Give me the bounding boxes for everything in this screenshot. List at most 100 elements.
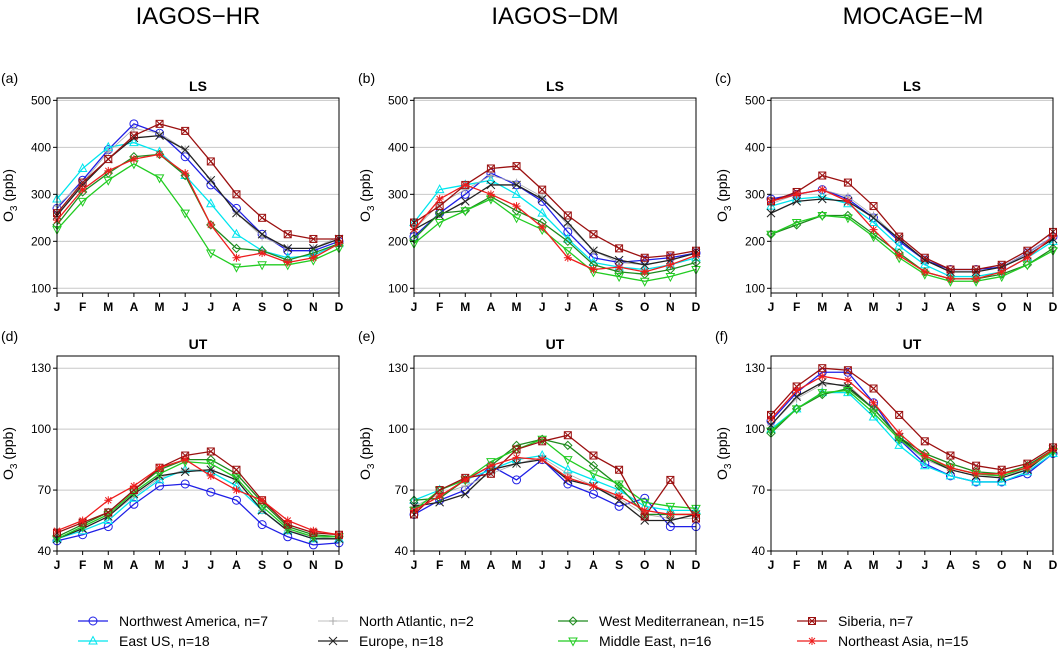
data-point-eur: [589, 246, 598, 256]
x-tick-label: M: [103, 558, 113, 572]
data-point-nea: [946, 274, 955, 283]
data-point-nat: [486, 171, 495, 180]
data-point-nea: [232, 486, 241, 495]
series-line-eus: [413, 179, 697, 271]
data-point-mde: [180, 209, 191, 219]
series-nat: [53, 465, 343, 543]
series-wmed: [409, 191, 701, 279]
x-tick-label: M: [512, 300, 522, 314]
series-line-sib: [56, 123, 339, 240]
data-point-mde: [639, 277, 650, 287]
data-point-nea: [181, 455, 190, 464]
data-point-nea: [309, 526, 318, 535]
data-point-nea: [129, 482, 138, 490]
series-wmed: [409, 434, 701, 520]
legend-label: East US, n=18: [119, 633, 210, 649]
data-point-sib: [589, 451, 598, 460]
data-point-mde: [257, 261, 267, 271]
y-axis-label-sub: 3: [9, 463, 20, 469]
data-point-nea: [155, 463, 164, 472]
y-axis-label-main: O: [0, 469, 16, 480]
series-line-mde: [56, 460, 339, 540]
data-point-sib: [512, 445, 521, 454]
data-point-nea: [895, 429, 904, 438]
data-point-sib: [283, 230, 292, 239]
x-tick-label: A: [946, 558, 955, 572]
data-point-sib: [843, 366, 852, 375]
x-tick-label: M: [460, 300, 470, 314]
legend-entry-nea: Northeast Asia, n=15: [797, 633, 969, 649]
data-point-eus: [103, 514, 114, 525]
data-point-wmed: [434, 208, 445, 218]
data-point-nea: [104, 496, 113, 505]
legend-marker-circle: [88, 616, 98, 626]
data-point-sib: [181, 126, 190, 135]
data-point-nea: [512, 453, 521, 462]
y-axis-label-rest: (ppb): [714, 427, 730, 464]
series-line-nwa: [770, 188, 1054, 271]
data-point-mde: [486, 458, 496, 468]
legend-label: Siberia, n=7: [838, 613, 913, 629]
data-point-sib: [309, 234, 318, 243]
panel-label: (e): [358, 328, 375, 344]
data-point-eur: [257, 229, 267, 239]
data-point-nea: [206, 471, 215, 480]
data-point-mde: [868, 233, 879, 243]
y-tick-label: 70: [752, 483, 766, 497]
data-point-eus: [231, 228, 242, 238]
data-point-nwa: [512, 475, 522, 485]
series-line-eus: [770, 196, 1054, 278]
data-point-eur: [283, 244, 293, 253]
legend-label: West Mediterranean, n=15: [599, 613, 764, 629]
data-point-nea: [283, 516, 292, 525]
y-axis-label-rest: (ppb): [357, 169, 373, 206]
data-point-mde: [665, 502, 676, 512]
data-point-nea: [435, 195, 444, 204]
legend-entry-eur: Europe, n=18: [318, 633, 444, 649]
legend-entry-eus: East US, n=18: [78, 633, 210, 649]
data-point-eus: [945, 470, 956, 480]
data-point-sib: [946, 265, 955, 274]
data-point-mde: [843, 387, 853, 397]
legend-marker-diamond: [568, 616, 578, 626]
x-tick-label: O: [997, 300, 1006, 314]
y-tick-label: 70: [395, 483, 409, 497]
data-point-eur: [180, 145, 190, 155]
data-point-eus: [537, 207, 548, 217]
data-point-nea: [129, 155, 138, 164]
data-point-mde: [77, 197, 88, 207]
data-point-nea: [843, 197, 852, 206]
legend: Northwest America, n=7 East US, n=18 North…: [78, 613, 969, 649]
data-point-sib: [895, 410, 904, 419]
column-titles: IAGOS−HR IAGOS−DM MOCAGE−M: [136, 3, 984, 30]
data-point-eus: [434, 184, 445, 194]
data-point-nea: [920, 451, 929, 460]
series-line-nea: [413, 456, 696, 516]
data-point-nea: [78, 185, 87, 194]
data-point-nea: [843, 376, 852, 385]
data-point-eur: [614, 255, 624, 265]
x-tick-label: J: [896, 558, 903, 572]
x-tick-label: M: [869, 300, 879, 314]
data-point-eur: [894, 234, 904, 244]
data-point-mde: [588, 470, 599, 480]
data-point-nea: [512, 202, 521, 211]
data-point-eur: [640, 260, 650, 270]
data-point-nea: [258, 249, 267, 258]
plot-frame: [56, 355, 340, 552]
x-tick-label: F: [436, 300, 443, 314]
data-point-mde: [843, 214, 853, 224]
plot-frame: [413, 97, 697, 294]
data-point-nea: [920, 267, 929, 276]
series-sib: [767, 171, 1057, 274]
x-tick-label: J: [54, 558, 61, 572]
y-tick-label: 500: [745, 93, 765, 107]
data-point-sib: [920, 253, 929, 262]
x-tick-label: M: [103, 300, 113, 314]
series-line-sib: [56, 450, 340, 536]
y-tick-label: 130: [388, 361, 408, 375]
y-tick-label: 300: [31, 187, 51, 201]
y-tick-label: 100: [31, 281, 51, 295]
x-tick-label: J: [896, 300, 903, 314]
